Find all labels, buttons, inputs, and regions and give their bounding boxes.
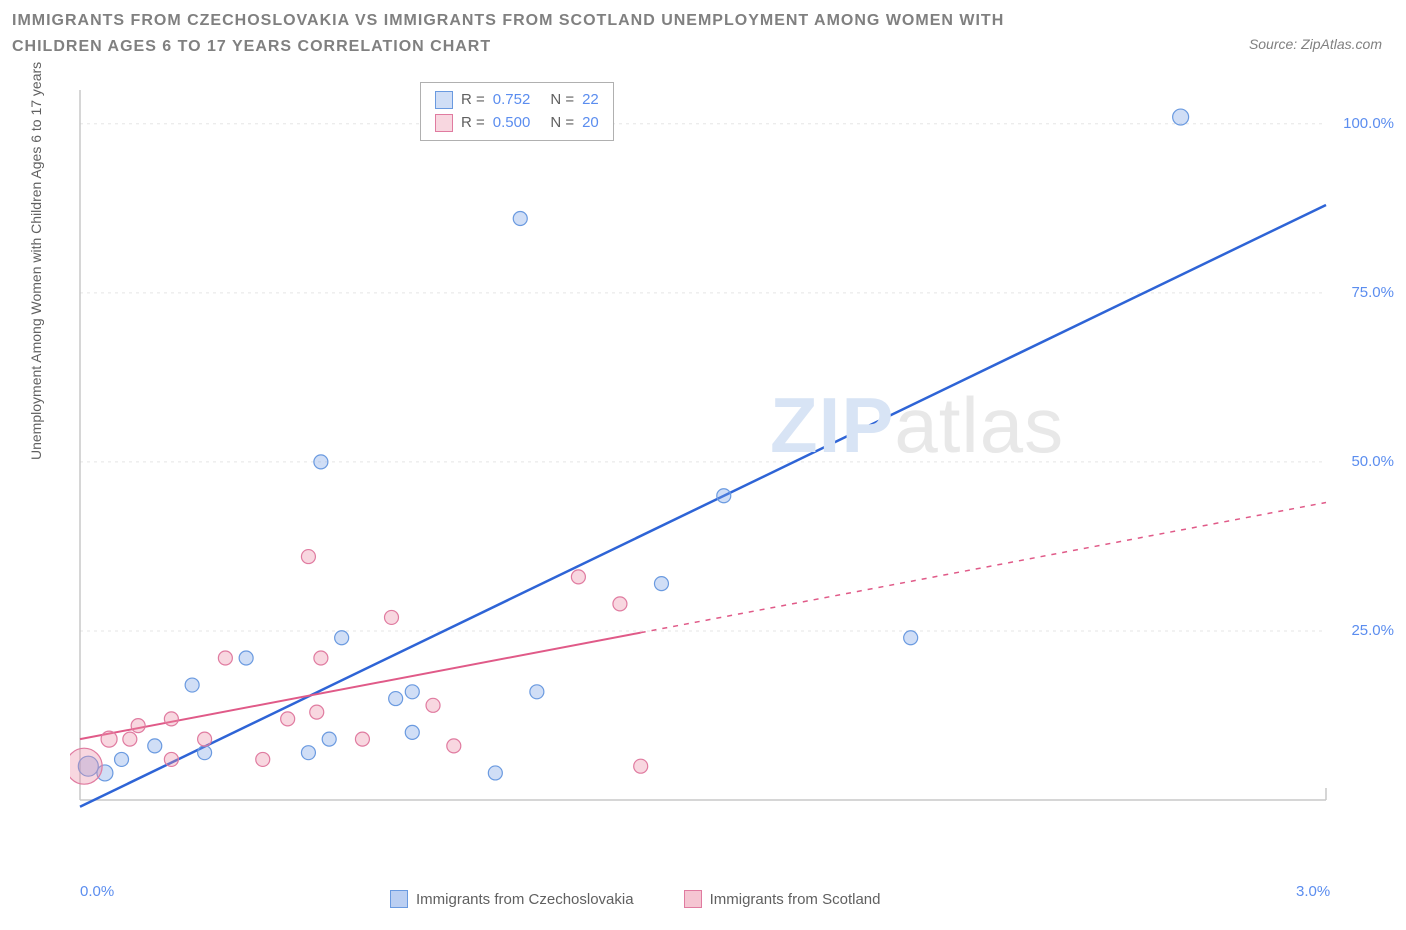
series-legend-item: Immigrants from Czechoslovakia xyxy=(390,890,634,908)
series-legend-item: Immigrants from Scotland xyxy=(684,890,881,908)
n-label: N = xyxy=(550,89,574,112)
y-tick-label: 25.0% xyxy=(1351,622,1394,639)
scatter-chart-svg xyxy=(70,80,1386,860)
legend-swatch xyxy=(435,91,453,109)
correlation-legend: R = 0.752 N = 22R = 0.500 N = 20 xyxy=(420,82,614,141)
series-legend: Immigrants from Czechoslovakia Immigrants… xyxy=(390,890,880,908)
legend-swatch xyxy=(435,114,453,132)
r-value: 0.500 xyxy=(493,112,531,135)
r-value: 0.752 xyxy=(493,89,531,112)
legend-row: R = 0.500 N = 20 xyxy=(435,112,599,135)
series-legend-label: Immigrants from Scotland xyxy=(710,891,881,908)
y-tick-label: 50.0% xyxy=(1351,453,1394,470)
r-label: R = xyxy=(461,89,485,112)
r-label: R = xyxy=(461,112,485,135)
n-value: 22 xyxy=(582,89,599,112)
source-attribution: Source: ZipAtlas.com xyxy=(1249,36,1382,52)
x-tick-label: 0.0% xyxy=(80,883,114,900)
series-legend-label: Immigrants from Czechoslovakia xyxy=(416,891,634,908)
y-axis-label: Unemployment Among Women with Children A… xyxy=(28,62,44,460)
legend-row: R = 0.752 N = 22 xyxy=(435,89,599,112)
n-label: N = xyxy=(550,112,574,135)
legend-swatch xyxy=(390,890,408,908)
n-value: 20 xyxy=(582,112,599,135)
legend-swatch xyxy=(684,890,702,908)
chart-area xyxy=(70,80,1386,860)
y-tick-label: 75.0% xyxy=(1351,284,1394,301)
x-tick-label: 3.0% xyxy=(1296,883,1330,900)
chart-title: IMMIGRANTS FROM CZECHOSLOVAKIA VS IMMIGR… xyxy=(12,8,1092,59)
y-tick-label: 100.0% xyxy=(1343,115,1394,132)
